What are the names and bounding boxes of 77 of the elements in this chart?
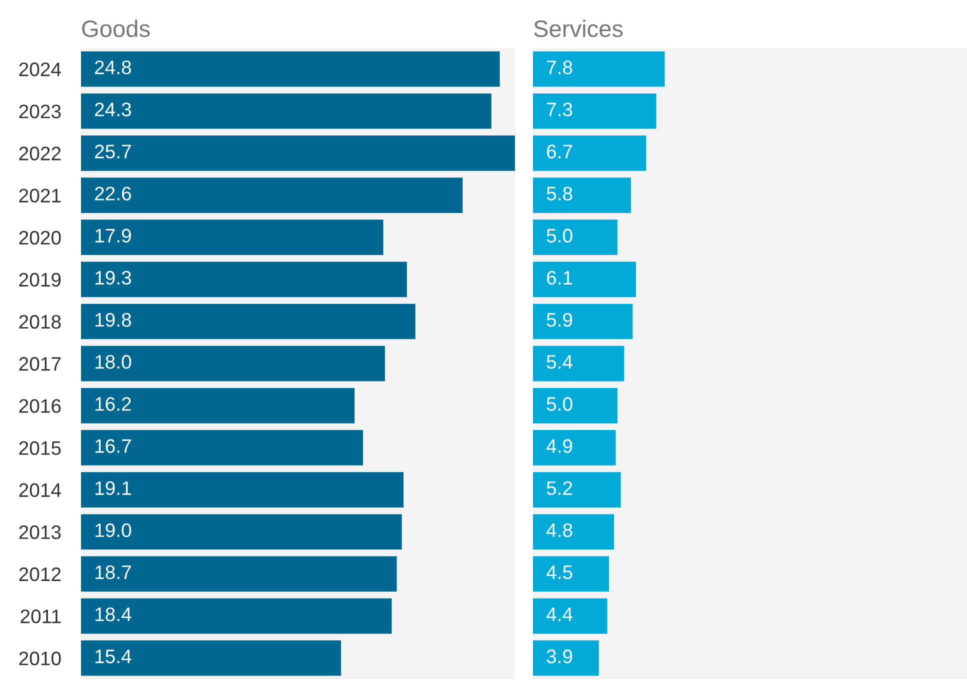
bar [81, 472, 404, 508]
y-tick-label: 2016 [19, 399, 61, 413]
data-label: 5.2 [546, 481, 572, 496]
y-tick-label: 2013 [19, 525, 61, 540]
bar [81, 388, 355, 424]
data-label: 19.3 [96, 270, 132, 285]
data-label: 5.9 [546, 312, 572, 327]
chart-title: Services [534, 20, 623, 38]
y-tick-label: 2018 [19, 314, 61, 329]
bar [81, 556, 397, 592]
bar [533, 472, 621, 508]
data-label: 18.7 [96, 565, 131, 580]
data-label: 3.9 [546, 650, 572, 664]
data-label: 6.1 [547, 270, 572, 285]
bar [81, 514, 402, 550]
data-label: 22.6 [95, 186, 132, 200]
bar [81, 178, 463, 213]
y-tick-label: 2015 [19, 441, 61, 455]
data-label: 18.0 [96, 355, 132, 369]
data-label: 16.7 [96, 439, 131, 453]
bar [533, 556, 609, 592]
bar [533, 136, 646, 171]
y-tick-label: 2017 [19, 357, 61, 371]
data-label: 19.0 [96, 523, 132, 538]
bar [81, 220, 384, 256]
data-label: 18.4 [96, 607, 132, 622]
data-label: 4.8 [546, 523, 572, 538]
chart-title: Goods [82, 20, 150, 38]
bar [533, 93, 656, 129]
bar [533, 262, 636, 298]
bar [533, 598, 608, 634]
data-label: 7.3 [547, 102, 572, 116]
data-label: 19.8 [96, 312, 132, 327]
data-label: 4.9 [546, 439, 572, 453]
y-tick-label: 2023 [19, 104, 61, 118]
bar [81, 136, 515, 171]
bar [533, 388, 618, 424]
bar [81, 346, 385, 382]
data-label: 5.4 [546, 355, 572, 369]
bar [533, 346, 624, 382]
data-label: 4.4 [546, 608, 572, 622]
bar [533, 640, 599, 676]
y-tick-label: 2010 [19, 652, 61, 666]
data-label: 7.8 [547, 60, 572, 74]
data-label: 6.7 [547, 144, 572, 158]
bar [81, 93, 492, 129]
bar [81, 304, 416, 340]
bar [533, 220, 618, 256]
bar [533, 51, 665, 87]
data-label: 19.1 [96, 481, 131, 496]
y-tick-label: 2012 [19, 567, 61, 582]
bar [81, 430, 364, 466]
data-label: 16.2 [96, 397, 131, 411]
y-tick-label: 2022 [19, 146, 61, 160]
bar [81, 51, 500, 87]
data-label: 24.3 [95, 102, 132, 116]
y-tick-label: 2020 [19, 230, 61, 245]
bar [533, 178, 631, 213]
bar [533, 430, 616, 466]
y-tick-label: 2011 [20, 609, 61, 624]
bar [81, 640, 342, 676]
data-label: 15.4 [96, 650, 132, 664]
data-label: 5.0 [546, 228, 572, 243]
bar [81, 598, 392, 634]
data-label: 5.8 [546, 186, 572, 200]
data-label: 25.7 [95, 144, 131, 158]
y-tick-label: 2021 [19, 188, 61, 203]
data-label: 17.9 [96, 228, 131, 243]
data-label: 4.5 [546, 566, 572, 580]
y-tick-label: 2024 [19, 62, 61, 76]
bar [533, 514, 614, 550]
data-label: 24.8 [95, 60, 132, 74]
y-tick-label: 2014 [19, 483, 61, 498]
data-label: 5.0 [546, 397, 572, 411]
bar [81, 262, 407, 298]
y-tick-label: 2019 [19, 272, 61, 287]
bar [533, 304, 633, 340]
